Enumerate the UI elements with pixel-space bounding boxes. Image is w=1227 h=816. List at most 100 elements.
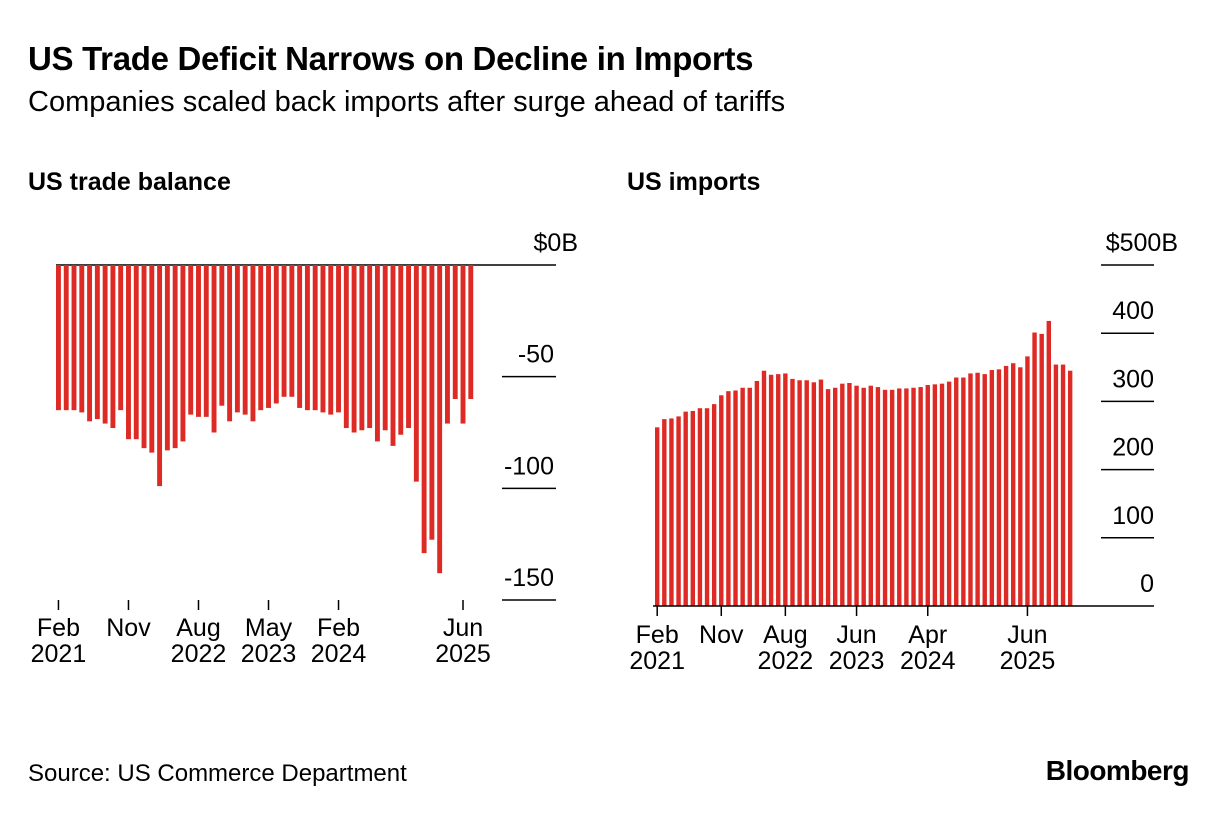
bar xyxy=(421,265,427,554)
bar xyxy=(861,387,866,606)
bar xyxy=(918,387,923,606)
y-tick-label: 100 xyxy=(1112,502,1154,530)
bar xyxy=(761,370,767,606)
x-tick-label: Nov xyxy=(106,614,151,642)
x-tick-label: Nov xyxy=(699,621,744,649)
bar xyxy=(655,427,660,606)
bar xyxy=(768,374,774,606)
bar xyxy=(811,382,817,606)
bar xyxy=(840,383,845,606)
bar xyxy=(102,265,108,424)
x-tick-label: Jun xyxy=(443,614,483,642)
bar xyxy=(1067,370,1073,606)
x-tick-label: 2023 xyxy=(241,640,297,668)
bar xyxy=(382,265,388,431)
bar xyxy=(1039,333,1044,606)
chart-subtitle: Companies scaled back imports after surg… xyxy=(28,86,786,118)
bar xyxy=(250,265,256,422)
bar xyxy=(825,389,831,606)
bar xyxy=(374,265,380,442)
bar xyxy=(683,411,688,606)
bar xyxy=(669,418,674,606)
imports-panel-title: US imports xyxy=(627,168,761,196)
bar xyxy=(939,383,945,606)
bar xyxy=(63,265,69,411)
bar xyxy=(149,265,155,453)
bar xyxy=(227,265,233,422)
bar xyxy=(904,388,909,606)
bar xyxy=(71,265,77,411)
x-tick-label: 2024 xyxy=(311,640,367,668)
x-tick-label: 2022 xyxy=(171,640,227,668)
bar xyxy=(452,265,458,399)
bar xyxy=(868,385,873,606)
y-tick-label: 300 xyxy=(1112,365,1154,393)
bar xyxy=(954,377,959,606)
bar xyxy=(1018,367,1023,606)
bar xyxy=(897,388,902,606)
bar xyxy=(733,390,738,606)
bar xyxy=(1003,365,1009,606)
bar xyxy=(56,265,61,411)
bar xyxy=(281,265,287,397)
bar xyxy=(783,373,788,606)
x-tick-label: 2023 xyxy=(829,647,885,675)
bar xyxy=(273,265,279,404)
bar xyxy=(854,385,859,606)
x-tick-label: 2021 xyxy=(31,640,87,668)
bar xyxy=(882,389,888,606)
bar xyxy=(911,387,916,606)
bar xyxy=(413,265,419,482)
bar xyxy=(747,387,752,606)
bar xyxy=(1025,356,1030,606)
bar xyxy=(141,265,147,449)
bar xyxy=(359,265,365,431)
bar xyxy=(704,408,710,606)
bar xyxy=(351,265,357,433)
bar xyxy=(662,419,667,606)
bar xyxy=(157,265,163,487)
x-tick-label: Feb xyxy=(37,614,80,642)
y-tick-label: 200 xyxy=(1112,434,1154,462)
x-tick-label: 2021 xyxy=(629,647,685,675)
bar xyxy=(437,265,443,574)
bar xyxy=(1053,364,1059,606)
bar xyxy=(889,389,895,606)
bar xyxy=(468,265,474,399)
bar xyxy=(266,265,271,408)
bar xyxy=(1011,363,1016,606)
bar xyxy=(996,369,1002,606)
bar xyxy=(110,265,116,429)
bar xyxy=(925,385,930,606)
bar xyxy=(975,372,980,606)
x-tick-label: 2025 xyxy=(435,640,491,668)
bar xyxy=(445,265,450,424)
bar xyxy=(398,265,404,435)
bar xyxy=(932,384,938,606)
bar xyxy=(754,380,760,606)
x-tick-label: 2025 xyxy=(1000,647,1056,675)
bar xyxy=(460,265,466,424)
x-tick-label: Jun xyxy=(1007,621,1047,649)
bar xyxy=(804,380,809,606)
bar xyxy=(320,265,326,413)
bar xyxy=(367,265,373,429)
y-tick-label: $500B xyxy=(1106,229,1178,257)
bar xyxy=(172,265,178,449)
y-tick-label: $0B xyxy=(534,229,578,257)
bar xyxy=(711,404,717,606)
source-note: Source: US Commerce Department xyxy=(28,760,407,787)
bar xyxy=(328,265,334,415)
bar xyxy=(343,265,349,429)
bar xyxy=(258,265,264,411)
bar xyxy=(875,387,881,606)
y-tick-label: -50 xyxy=(518,341,554,369)
trade-balance-panel-title: US trade balance xyxy=(28,168,231,196)
bar xyxy=(982,374,987,606)
bar xyxy=(697,408,703,606)
bar xyxy=(946,381,952,606)
x-tick-label: Feb xyxy=(636,621,679,649)
